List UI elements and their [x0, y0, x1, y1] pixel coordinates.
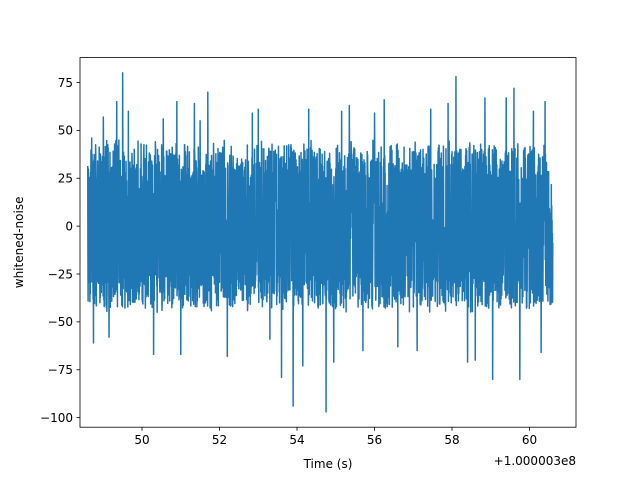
x-tick-label: 56 [367, 433, 382, 447]
y-axis-label: whitened-noise [12, 197, 26, 289]
plot-frame [79, 57, 577, 428]
y-tick-label: −75 [48, 363, 73, 377]
x-axis-label: Time (s) [303, 457, 353, 471]
y-tick-label: 0 [65, 219, 73, 233]
x-tick-label: 58 [444, 433, 459, 447]
x-tick-label: 60 [522, 433, 537, 447]
x-tick-label: 52 [212, 433, 227, 447]
y-tick-label: −100 [40, 411, 73, 425]
y-axis-ticks: 75 50 25 0 −25 −50 −75 −100 [40, 76, 80, 425]
x-tick-label: 50 [134, 433, 149, 447]
x-axis-ticks: 50 52 54 56 58 60 [134, 427, 537, 447]
y-tick-label: −50 [48, 315, 73, 329]
whitened-noise-series-line [86, 72, 554, 413]
y-tick-label: 75 [58, 76, 73, 90]
x-axis-offset-label: +1.000003e8 [494, 454, 576, 468]
y-tick-label: 25 [58, 172, 73, 186]
y-tick-label: −25 [48, 267, 73, 281]
y-tick-label: 50 [58, 124, 73, 138]
series-layer [86, 72, 554, 413]
x-tick-label: 54 [289, 433, 304, 447]
